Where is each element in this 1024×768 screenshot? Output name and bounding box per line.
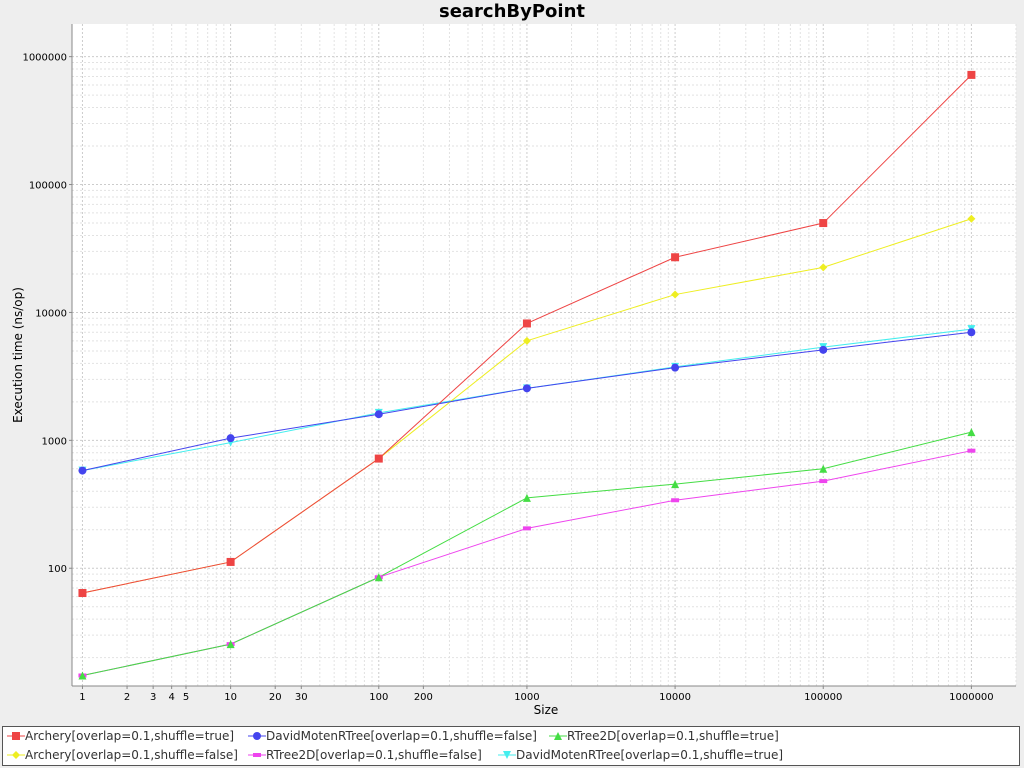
legend-item: RTree2D[overlap=0.1,shuffle=false] — [248, 748, 482, 762]
x-tick-label: 200 — [414, 692, 433, 703]
data-point — [226, 557, 235, 566]
data-point — [78, 671, 87, 680]
x-tick-label: 5 — [183, 692, 189, 703]
legend-swatch — [498, 751, 516, 759]
legend-label: RTree2D[overlap=0.1,shuffle=false] — [266, 748, 482, 762]
data-point — [671, 480, 680, 489]
y-tick-label: 10000 — [35, 308, 67, 319]
x-tick-label: 100 — [369, 692, 388, 703]
legend-swatch — [248, 753, 266, 757]
data-point — [374, 454, 383, 463]
legend-item: RTree2D[overlap=0.1,shuffle=true] — [549, 729, 779, 743]
legend-item: Archery[overlap=0.1,shuffle=false] — [7, 748, 238, 762]
data-point — [374, 410, 383, 419]
legend-label: DavidMotenRTree[overlap=0.1,shuffle=true… — [516, 748, 784, 762]
data-point — [522, 384, 531, 393]
data-point — [819, 263, 828, 272]
legend-swatch-marker — [12, 732, 20, 740]
data-point — [671, 498, 680, 503]
legend-swatch — [549, 732, 567, 740]
x-tick-label: 2 — [124, 692, 130, 703]
legend-label: Archery[overlap=0.1,shuffle=false] — [25, 748, 238, 762]
legend-swatch — [248, 732, 266, 740]
legend-item: Archery[overlap=0.1,shuffle=true] — [7, 729, 234, 743]
legend-swatch-marker — [12, 751, 20, 759]
x-tick-label: 30 — [295, 692, 308, 703]
data-point — [819, 345, 828, 354]
data-point — [522, 493, 531, 502]
x-tick-label: 100000 — [804, 692, 842, 703]
y-tick-labels: 100 1000 10000 100000 1000000 — [22, 53, 67, 576]
series-markers — [78, 70, 976, 680]
data-point — [967, 428, 976, 437]
x-tick-label: 3 — [150, 692, 156, 703]
data-point — [226, 640, 235, 649]
data-point — [671, 253, 680, 262]
legend-swatch — [7, 751, 25, 759]
data-point — [819, 219, 828, 228]
data-point — [967, 328, 976, 337]
y-tick-label: 1000 — [42, 436, 67, 447]
data-point — [671, 363, 680, 372]
y-tick-label: 100000 — [29, 181, 67, 192]
x-tick-label: 10 — [224, 692, 237, 703]
legend-label: DavidMotenRTree[overlap=0.1,shuffle=fals… — [266, 729, 537, 743]
chart-title: searchByPoint — [438, 1, 586, 22]
data-point — [819, 479, 828, 484]
legend-item: DavidMotenRTree[overlap=0.1,shuffle=fals… — [248, 729, 537, 743]
data-point — [522, 526, 531, 531]
legend-swatch-marker — [253, 732, 261, 740]
legend-swatch-marker — [554, 732, 562, 740]
x-tick-label: 10000 — [659, 692, 691, 703]
legend-swatch-marker — [253, 753, 261, 757]
data-point — [226, 434, 235, 443]
data-point — [967, 448, 976, 453]
data-point — [671, 290, 680, 299]
y-axis-label: Execution time (ns/op) — [11, 287, 25, 423]
legend-swatch — [7, 732, 25, 740]
data-point — [78, 466, 87, 475]
x-tick-label: 4 — [168, 692, 174, 703]
y-tick-label: 100 — [48, 564, 67, 575]
legend-swatch-marker — [503, 751, 511, 759]
legend-label: Archery[overlap=0.1,shuffle=true] — [25, 729, 235, 743]
data-point — [374, 573, 383, 582]
data-point — [819, 464, 828, 473]
data-point — [522, 336, 531, 345]
data-point — [522, 319, 531, 328]
grid-lines — [72, 24, 1017, 686]
x-tick-label: 1000 — [514, 692, 539, 703]
data-point — [967, 214, 976, 223]
data-point — [967, 70, 976, 79]
data-point — [78, 589, 87, 598]
legend-item: DavidMotenRTree[overlap=0.1,shuffle=true… — [498, 748, 783, 762]
x-tick-label: 20 — [269, 692, 282, 703]
y-tick-label: 1000000 — [22, 53, 67, 64]
x-tick-label: 1 — [79, 692, 85, 703]
x-tick-label: 1000000 — [949, 692, 994, 703]
plot-background — [72, 24, 1016, 686]
x-axis-label: Size — [534, 703, 559, 717]
axes — [69, 24, 1016, 689]
x-tick-labels: 1 2 3 4 5 10 20 30 100 200 1000 10000 100000 1000000 — [79, 692, 993, 703]
legend-label: RTree2D[overlap=0.1,shuffle=true] — [567, 729, 779, 743]
legend: Archery[overlap=0.1,shuffle=true] DavidMo… — [2, 726, 1020, 766]
